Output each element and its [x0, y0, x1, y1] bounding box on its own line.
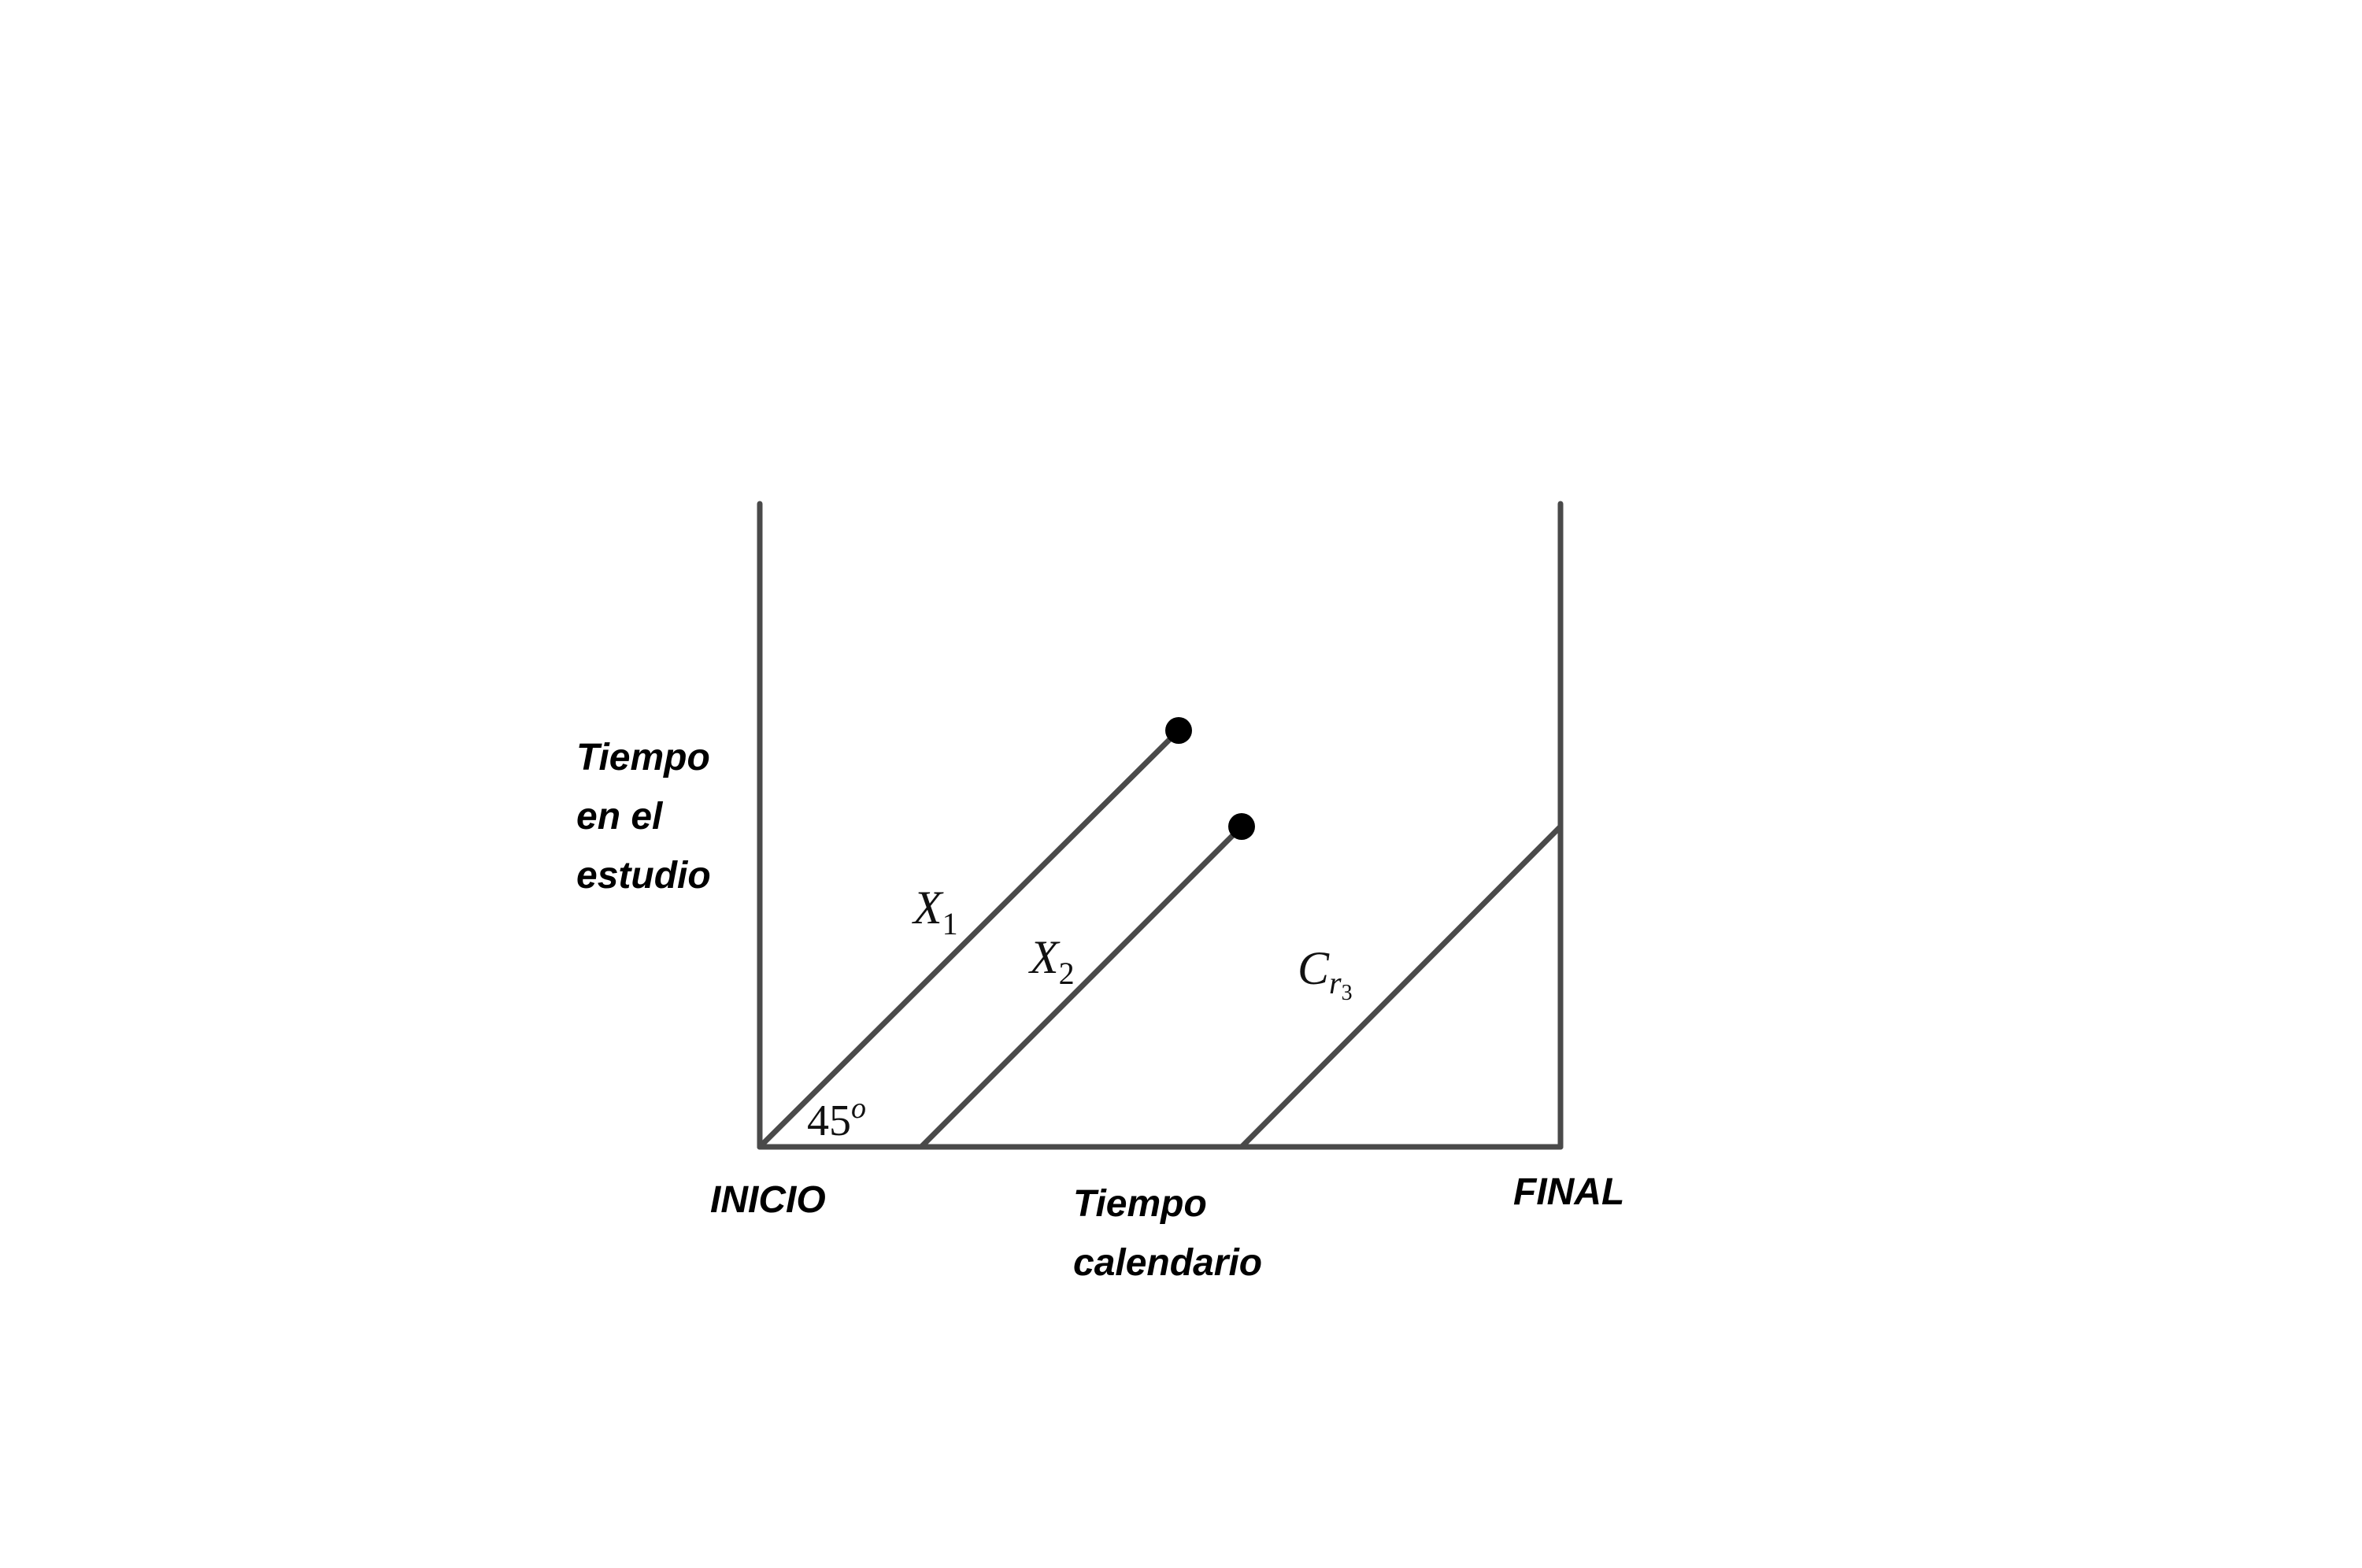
subject-line-censored	[1238, 823, 1564, 1150]
event-dot-x1	[1165, 717, 1192, 744]
y-axis-label-line-1: Tiempo	[576, 737, 710, 778]
subject-line-x2	[918, 823, 1245, 1150]
start-label: INICIO	[710, 1179, 826, 1221]
subject-label-x2: X2	[1028, 931, 1075, 991]
angle-value: 45	[807, 1096, 851, 1145]
subject-label-x1: X1	[912, 882, 958, 941]
x-axis-label: Tiempo calendario	[1073, 1183, 1262, 1284]
x-axis-label-line-2: calendario	[1073, 1242, 1262, 1284]
subject-label-censored: Cr3	[1298, 942, 1353, 1005]
subject-subscript-censored: r	[1329, 965, 1342, 1000]
event-dot-x2	[1228, 813, 1255, 840]
subject-subscript-x1: 1	[942, 906, 958, 941]
angle-degree: o	[851, 1092, 866, 1125]
subject-subscript-x2: 2	[1059, 956, 1075, 991]
end-label: FINAL	[1513, 1171, 1624, 1213]
angle-label: 45o	[807, 1092, 866, 1145]
subject-symbol-censored: C	[1298, 942, 1330, 994]
y-axis-label-line-3: estudio	[576, 855, 711, 897]
y-axis-label-line-2: en el	[576, 796, 664, 838]
subject-line-x1	[757, 727, 1182, 1150]
x-axis-label-line-1: Tiempo	[1073, 1183, 1207, 1225]
subject-symbol-x2: X	[1028, 931, 1061, 983]
subject-symbol-x1: X	[912, 882, 944, 934]
subject-subsubscript-censored: 3	[1342, 981, 1353, 1005]
y-axis-label: Tiempo en el estudio	[576, 737, 720, 897]
